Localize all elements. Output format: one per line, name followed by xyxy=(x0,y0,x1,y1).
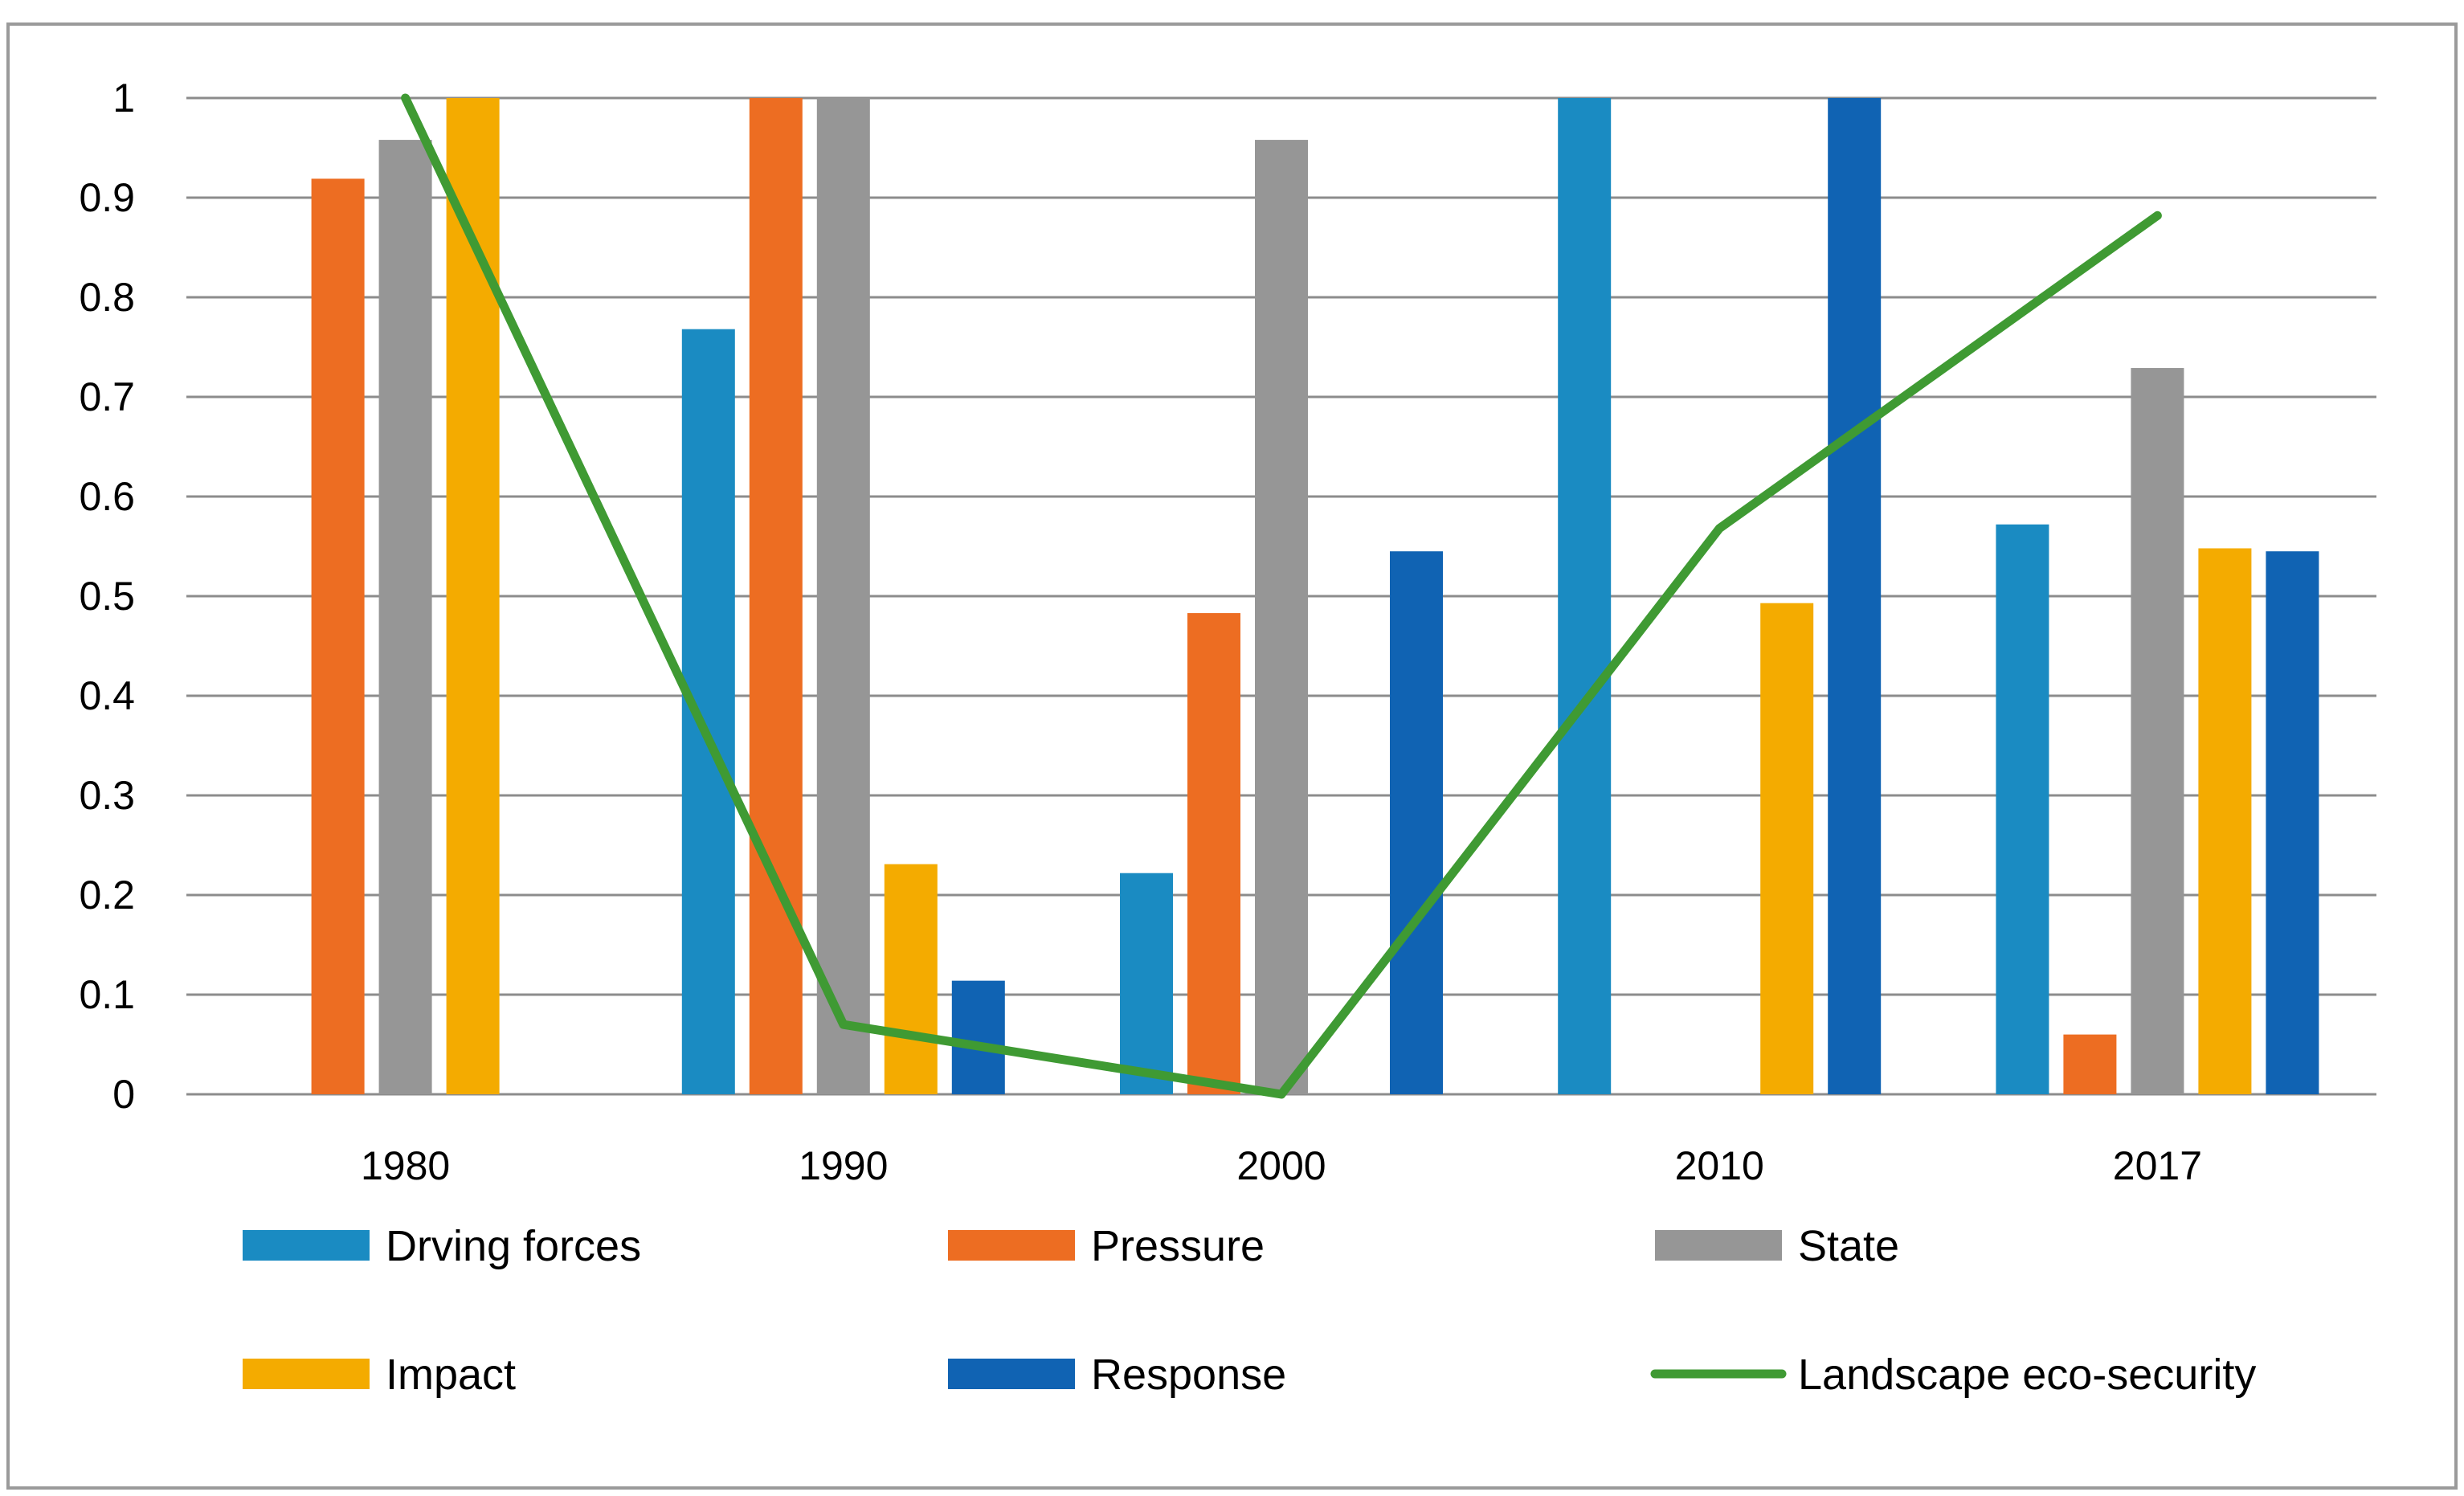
x-tick-label: 2000 xyxy=(1236,1143,1326,1188)
bar-impact-2017 xyxy=(2198,548,2252,1094)
bar-response-2000 xyxy=(1390,551,1443,1094)
bar-state-2000 xyxy=(1255,140,1308,1095)
bar-state-1980 xyxy=(378,140,432,1095)
legend-swatch-drving-forces xyxy=(243,1230,370,1261)
y-tick-label: 0 xyxy=(112,1072,135,1117)
legend-label-pressure: Pressure xyxy=(1091,1222,1265,1270)
bar-impact-2010 xyxy=(1760,603,1814,1094)
legend-swatch-response xyxy=(948,1359,1075,1389)
legend-label-drving-forces: Drving forces xyxy=(386,1222,641,1270)
bar-pressure-2000 xyxy=(1187,613,1240,1094)
bar-state-2017 xyxy=(2131,368,2184,1094)
legend-label-response: Response xyxy=(1091,1351,1286,1399)
bar-state-1990 xyxy=(816,98,870,1094)
bar-drving-forces-2017 xyxy=(1996,524,2049,1094)
y-tick-label: 0.2 xyxy=(79,873,135,918)
legend-swatch-impact xyxy=(243,1359,370,1389)
x-axis-ticks: 1980 1990 2000 2010 2017 xyxy=(361,1143,2202,1188)
legend-label-state: State xyxy=(1798,1222,1899,1270)
y-tick-label: 0.7 xyxy=(79,374,135,419)
x-tick-label: 2010 xyxy=(1675,1143,1764,1188)
y-tick-label: 0.1 xyxy=(79,972,135,1017)
bars xyxy=(311,98,2319,1095)
legend-label-impact: Impact xyxy=(386,1351,516,1399)
bar-pressure-1990 xyxy=(749,98,803,1094)
y-tick-label: 0.9 xyxy=(79,175,135,220)
y-tick-label: 0.6 xyxy=(79,474,135,519)
legend-swatch-state xyxy=(1655,1230,1782,1261)
y-tick-label: 0.8 xyxy=(79,275,135,320)
legend-swatch-pressure xyxy=(948,1230,1075,1261)
bar-impact-1980 xyxy=(446,98,500,1094)
bar-drving-forces-2000 xyxy=(1120,873,1173,1094)
y-axis-ticks: 0 0.1 0.2 0.3 0.4 0.5 0.6 0.7 0.8 0.9 1 xyxy=(79,76,135,1117)
line-layer xyxy=(401,93,2162,1099)
y-tick-label: 0.3 xyxy=(79,773,135,818)
x-tick-label: 1980 xyxy=(361,1143,450,1188)
bar-response-2010 xyxy=(1828,98,1882,1094)
x-tick-label: 2017 xyxy=(2113,1143,2202,1188)
y-tick-label: 1 xyxy=(112,76,135,121)
y-tick-label: 0.5 xyxy=(79,574,135,619)
bar-response-2017 xyxy=(2266,551,2319,1094)
bar-response-1990 xyxy=(951,980,1005,1094)
legend: Drving forces Pressure State Impact Response… xyxy=(243,1222,2256,1399)
bar-drving-forces-1990 xyxy=(681,329,735,1094)
bar-pressure-2017 xyxy=(2063,1034,2117,1094)
x-tick-label: 1990 xyxy=(799,1143,888,1188)
bar-pressure-1980 xyxy=(311,178,365,1095)
legend-label-landscape-eco-security: Landscape eco-security xyxy=(1798,1351,2256,1399)
line-landscape-eco-security xyxy=(401,93,2162,1099)
bar-impact-1990 xyxy=(884,864,938,1094)
y-tick-label: 0.4 xyxy=(79,673,135,718)
bar-drving-forces-2010 xyxy=(1558,98,1612,1094)
